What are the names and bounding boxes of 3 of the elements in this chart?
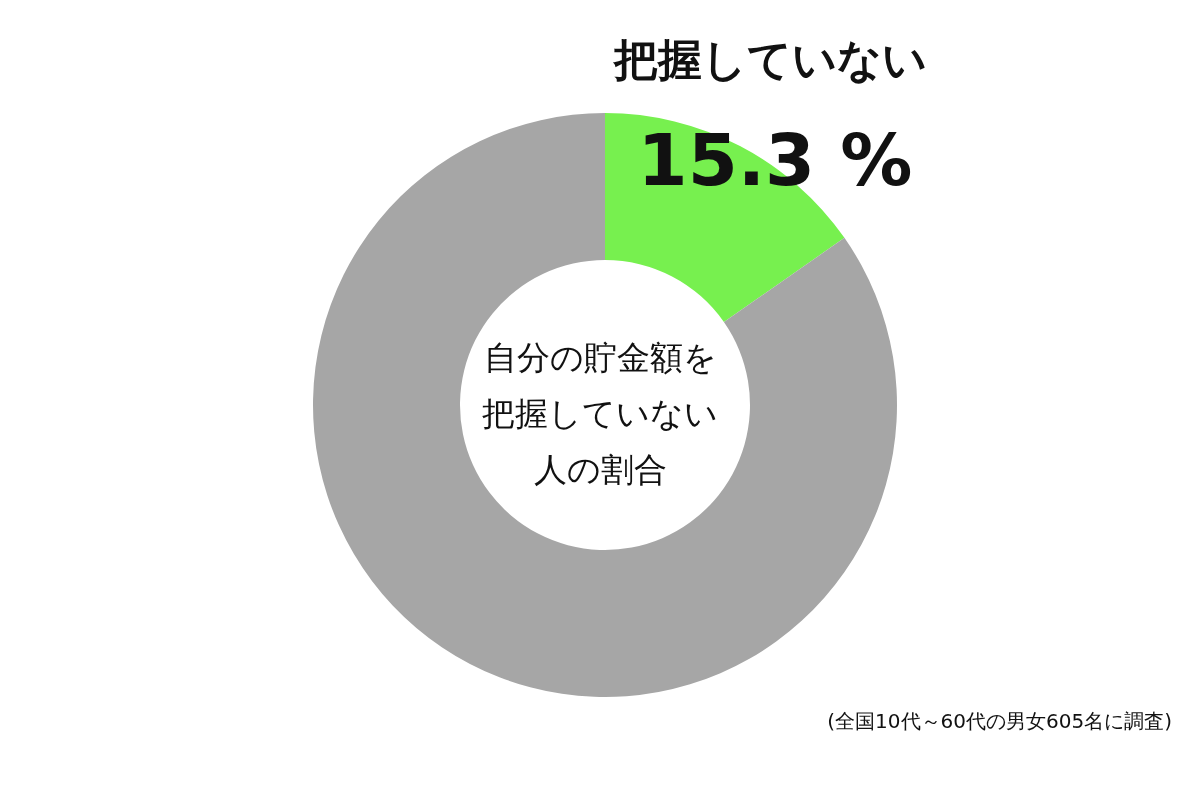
text: 自分の貯金額を把握していない人の割合 bbox=[481, 337, 719, 491]
text: (全国10代～60代の男女605名に調査) bbox=[827, 708, 1172, 735]
slice-label: 把握していない bbox=[611, 34, 927, 85]
